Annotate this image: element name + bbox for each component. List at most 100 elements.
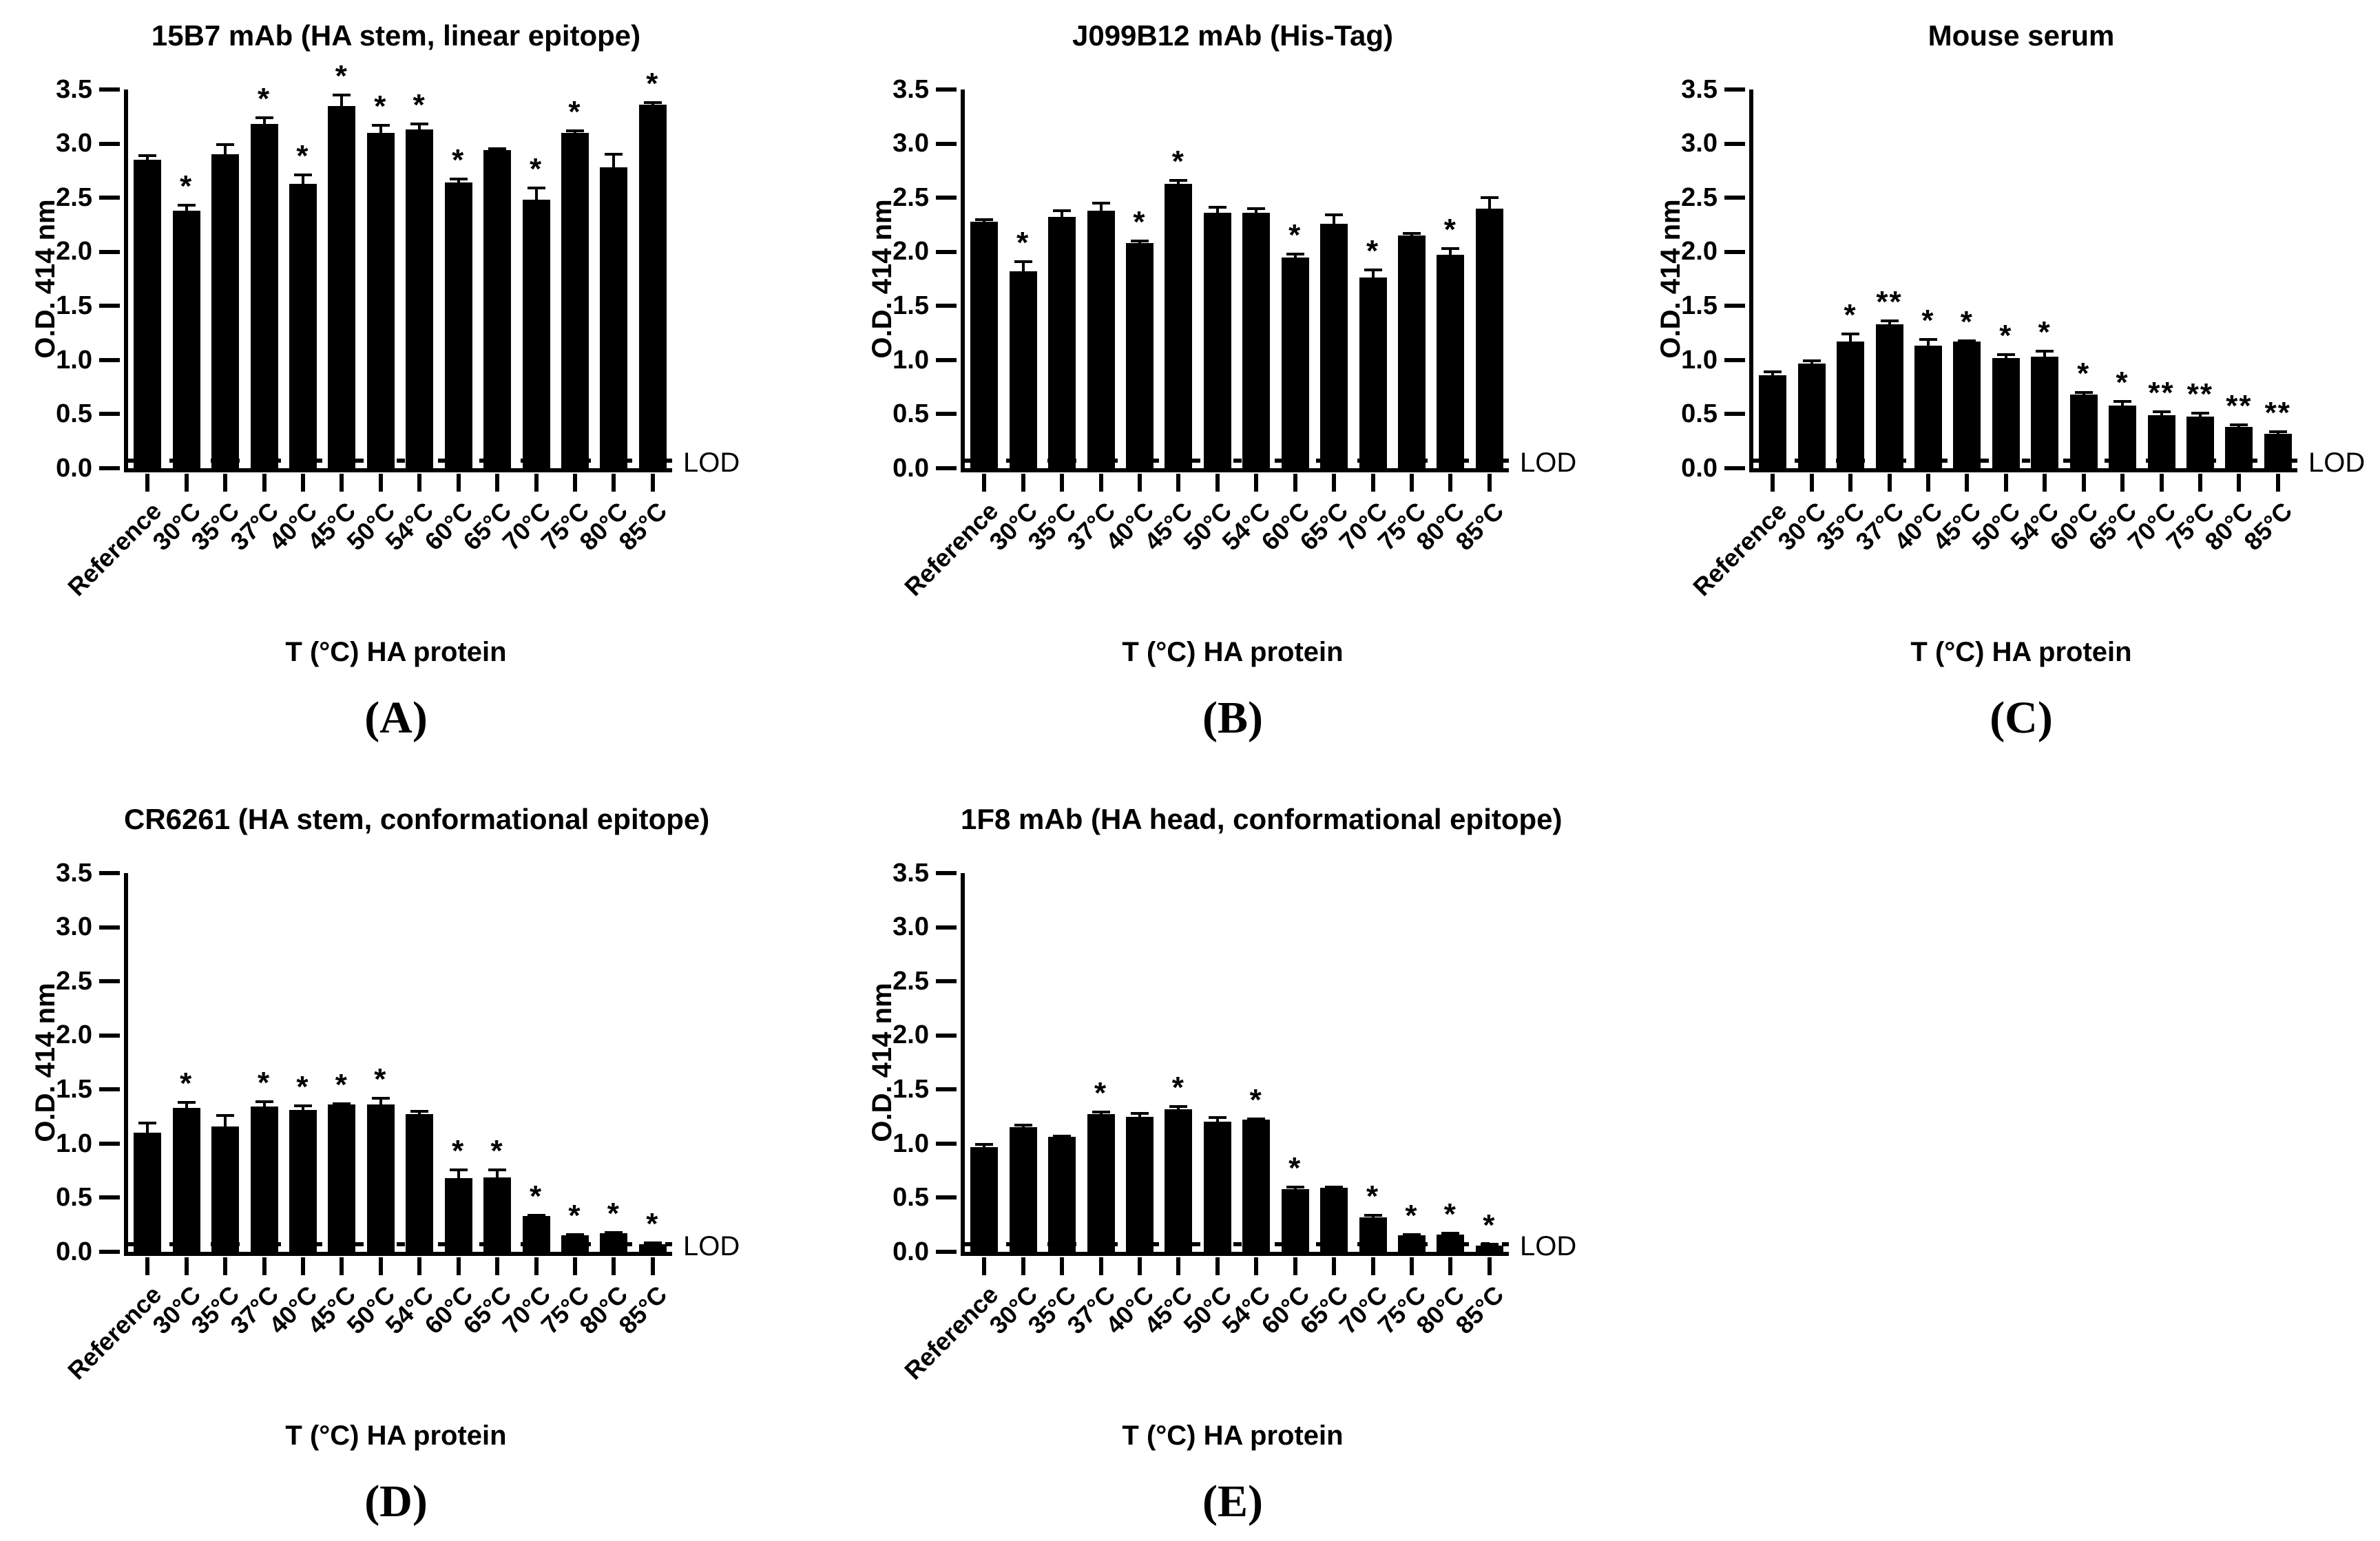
y-tick-mark — [936, 979, 957, 984]
error-bar-cap — [1802, 359, 1821, 363]
error-bar-cap — [293, 1104, 312, 1107]
x-tick-mark — [340, 474, 344, 492]
bar — [1397, 1235, 1426, 1252]
bar — [522, 200, 550, 468]
x-tick-mark — [1332, 474, 1337, 492]
error-bar-cap — [1169, 179, 1188, 182]
y-tick-label: 0.5 — [1681, 399, 1718, 429]
x-tick-mark — [1487, 474, 1492, 492]
significance-asterisk: * — [335, 1067, 348, 1102]
y-tick-label: 3.5 — [56, 74, 92, 104]
significance-asterisk: * — [1249, 1082, 1263, 1117]
significance-asterisk: * — [296, 139, 310, 174]
significance-asterisk: * — [607, 1196, 620, 1230]
x-axis-title: T (°C) HA protein — [1910, 637, 2132, 667]
error-bar-cap — [1286, 1185, 1304, 1188]
bar — [1953, 342, 1981, 468]
significance-asterisk: * — [413, 88, 426, 123]
error-bar-stem — [1215, 207, 1219, 213]
significance-asterisk: * — [1016, 225, 1030, 260]
y-tick-label: 0.0 — [892, 453, 929, 483]
y-tick-mark — [99, 979, 120, 984]
x-tick-mark — [1060, 474, 1065, 492]
x-tick-mark — [1060, 1257, 1065, 1275]
y-tick-mark — [936, 925, 957, 930]
x-tick-mark — [300, 474, 305, 492]
bar — [328, 1104, 356, 1252]
significance-asterisk: * — [646, 66, 660, 101]
error-bar-cap — [975, 218, 994, 221]
x-tick-mark — [223, 474, 228, 492]
y-tick-label: 3.0 — [892, 129, 929, 158]
x-tick-mark — [262, 1257, 267, 1275]
error-bar-stem — [612, 154, 616, 168]
chart-panel-e: 1F8 mAb (HA head, conformational epitope… — [857, 790, 1615, 1541]
error-bar-stem — [301, 175, 304, 184]
y-tick-mark — [99, 249, 120, 254]
error-bar-cap — [643, 101, 662, 104]
y-tick-label: 3.5 — [892, 858, 929, 888]
error-bar-stem — [1771, 372, 1775, 375]
plot-area: LOD 0.0 0.5 1.0 1.5 2.0 2.5 3.0 3.5 Reference * 30… — [56, 859, 740, 1385]
y-tick-label: 1.0 — [56, 1129, 92, 1158]
error-bar-stem — [534, 188, 538, 200]
bar — [328, 105, 356, 468]
x-tick-mark — [1965, 474, 1970, 492]
significance-asterisk: * — [529, 152, 543, 186]
bar — [211, 154, 240, 468]
significance-asterisk: ** — [2186, 377, 2214, 411]
x-tick-mark — [1021, 474, 1025, 492]
error-bar-cap — [1286, 252, 1304, 255]
x-tick-mark — [1215, 1257, 1220, 1275]
significance-asterisk: * — [1921, 304, 1935, 337]
significance-asterisk: * — [1171, 145, 1185, 178]
x-tick-mark — [262, 474, 267, 492]
x-tick-mark — [982, 1257, 987, 1275]
error-bar-cap — [1053, 1134, 1072, 1138]
bar — [1165, 1109, 1193, 1252]
error-bar-cap — [1441, 247, 1460, 250]
y-tick-mark — [1724, 412, 1745, 417]
bar — [600, 167, 628, 468]
x-tick-mark — [650, 1257, 655, 1275]
x-tick-mark — [612, 1257, 616, 1275]
y-tick-mark — [1724, 87, 1745, 92]
y-tick-mark — [936, 249, 957, 254]
error-bar-cap — [410, 1109, 429, 1113]
x-tick-mark — [572, 474, 577, 492]
significance-asterisk: ** — [2264, 395, 2291, 430]
error-bar-stem — [1138, 1113, 1141, 1117]
bar — [1475, 208, 1503, 468]
error-bar-cap — [488, 147, 507, 151]
y-tick-label: 0.5 — [56, 399, 92, 429]
error-bar-cap — [2191, 411, 2209, 415]
x-axis-title: T (°C) HA protein — [285, 1421, 507, 1451]
x-tick-mark — [456, 1257, 461, 1275]
x-tick-mark — [1215, 474, 1220, 492]
y-tick-mark — [936, 196, 957, 200]
error-bar-stem — [301, 1105, 304, 1111]
y-tick-mark — [99, 1250, 120, 1254]
significance-asterisk: * — [257, 1065, 271, 1100]
lod-line — [128, 459, 672, 463]
bar — [1759, 375, 1787, 468]
x-tick-mark — [184, 474, 189, 492]
y-tick-mark — [1724, 466, 1745, 470]
x-tick-mark — [2081, 474, 2086, 492]
error-bar-cap — [177, 204, 196, 207]
error-bar-stem — [1021, 261, 1025, 271]
x-tick-mark — [1332, 1257, 1337, 1275]
y-tick-mark — [99, 196, 120, 200]
x-tick-mark — [1293, 1257, 1297, 1275]
significance-asterisk: * — [1288, 1151, 1302, 1185]
bar — [250, 124, 278, 468]
error-bar-cap — [643, 1241, 662, 1245]
y-tick-label: 0.5 — [892, 1183, 929, 1213]
y-tick-mark — [99, 1195, 120, 1200]
x-tick-mark — [1448, 474, 1453, 492]
x-tick-mark — [1370, 1257, 1375, 1275]
bar — [444, 182, 472, 468]
error-bar-cap — [2113, 399, 2132, 403]
error-bar-stem — [1061, 211, 1064, 218]
significance-asterisk: * — [296, 1069, 310, 1104]
